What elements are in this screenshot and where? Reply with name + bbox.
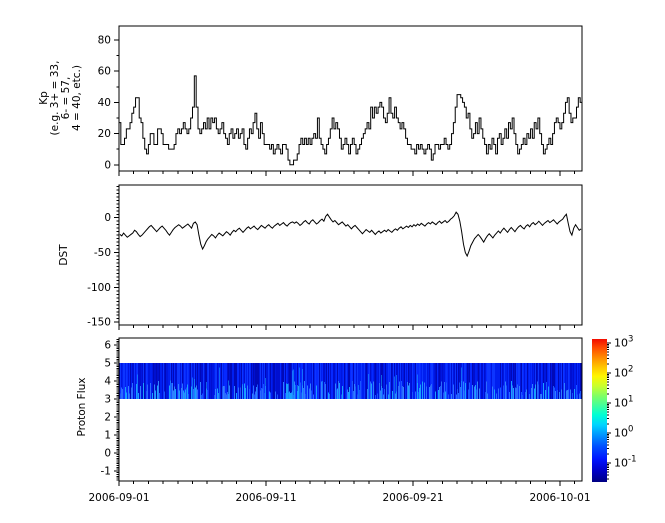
- proton-flux-y-axis-label: Proton Flux: [75, 352, 89, 462]
- proton-flux-panel-ytick-label: 3: [104, 393, 111, 405]
- proton-flux-band: [119, 363, 582, 399]
- kp-panel-ytick-label: 80: [98, 35, 111, 47]
- kp-panel-ytick-label: 20: [98, 128, 111, 140]
- proton-flux-panel: -1 0 1 2 3 4 5 6: [101, 337, 583, 486]
- colorbar-tick-label: 10-1: [614, 455, 636, 470]
- dst-line: [119, 211, 582, 258]
- colorbar-tick-label: 100: [614, 425, 633, 440]
- kp-panel: 0 20 40 60 80: [98, 25, 583, 176]
- dst-panel-ytick-label: -150: [87, 317, 111, 329]
- proton-flux-panel-ytick-label: 2: [104, 411, 111, 423]
- proton-flux-panel-ytick-label: 0: [104, 447, 111, 459]
- x-tick-label-2006-09-01: 2006-09-01: [88, 492, 150, 504]
- proton-flux-panel-ytick-label: 6: [104, 340, 111, 352]
- colorbar-tick-label: 102: [614, 364, 633, 379]
- dst-panel-ytick-label: 0: [104, 212, 111, 224]
- x-tick-label-2006-09-21: 2006-09-21: [382, 492, 444, 504]
- dst-y-axis-label-text: DST: [57, 244, 70, 266]
- colorbar-tick-label: 101: [614, 394, 633, 409]
- dst-panel-ytick-label: -50: [94, 247, 111, 259]
- dst-panel-ytick-label: -100: [87, 282, 111, 294]
- dst-panel: 0 -50 -100 -150: [87, 184, 583, 330]
- proton-flux-y-axis-label-text: Proton Flux: [75, 377, 88, 437]
- colorbar-tick-label: 103: [614, 334, 633, 349]
- kp-y-axis-label-line4: 4 = 40, etc.): [71, 65, 83, 131]
- proton-flux-panel-ytick-label: 4: [104, 375, 111, 387]
- kp-step-line: [119, 75, 582, 166]
- kp-panel-ytick-label: 0: [104, 159, 111, 171]
- proton-flux-panel-ytick-label: -1: [101, 465, 111, 477]
- colorbar-gradient: [592, 339, 607, 482]
- x-tick-label-2006-10-01: 2006-10-01: [529, 492, 591, 504]
- kp-panel-ytick-label: 40: [98, 97, 111, 109]
- proton-flux-panel-ytick-label: 5: [104, 358, 111, 370]
- proton-flux-panel-ytick-label: 1: [104, 429, 111, 441]
- kp-y-axis-label: Kp (e.g. 3+ = 33, 6- = 57, 4 = 40, etc.): [6, 43, 116, 153]
- colorbar: 103 102 101 100 10-1: [592, 334, 636, 482]
- kp-panel-ytick-label: 60: [98, 66, 111, 78]
- x-tick-label-2006-09-11: 2006-09-11: [235, 492, 297, 504]
- dst-y-axis-label: DST: [57, 200, 71, 310]
